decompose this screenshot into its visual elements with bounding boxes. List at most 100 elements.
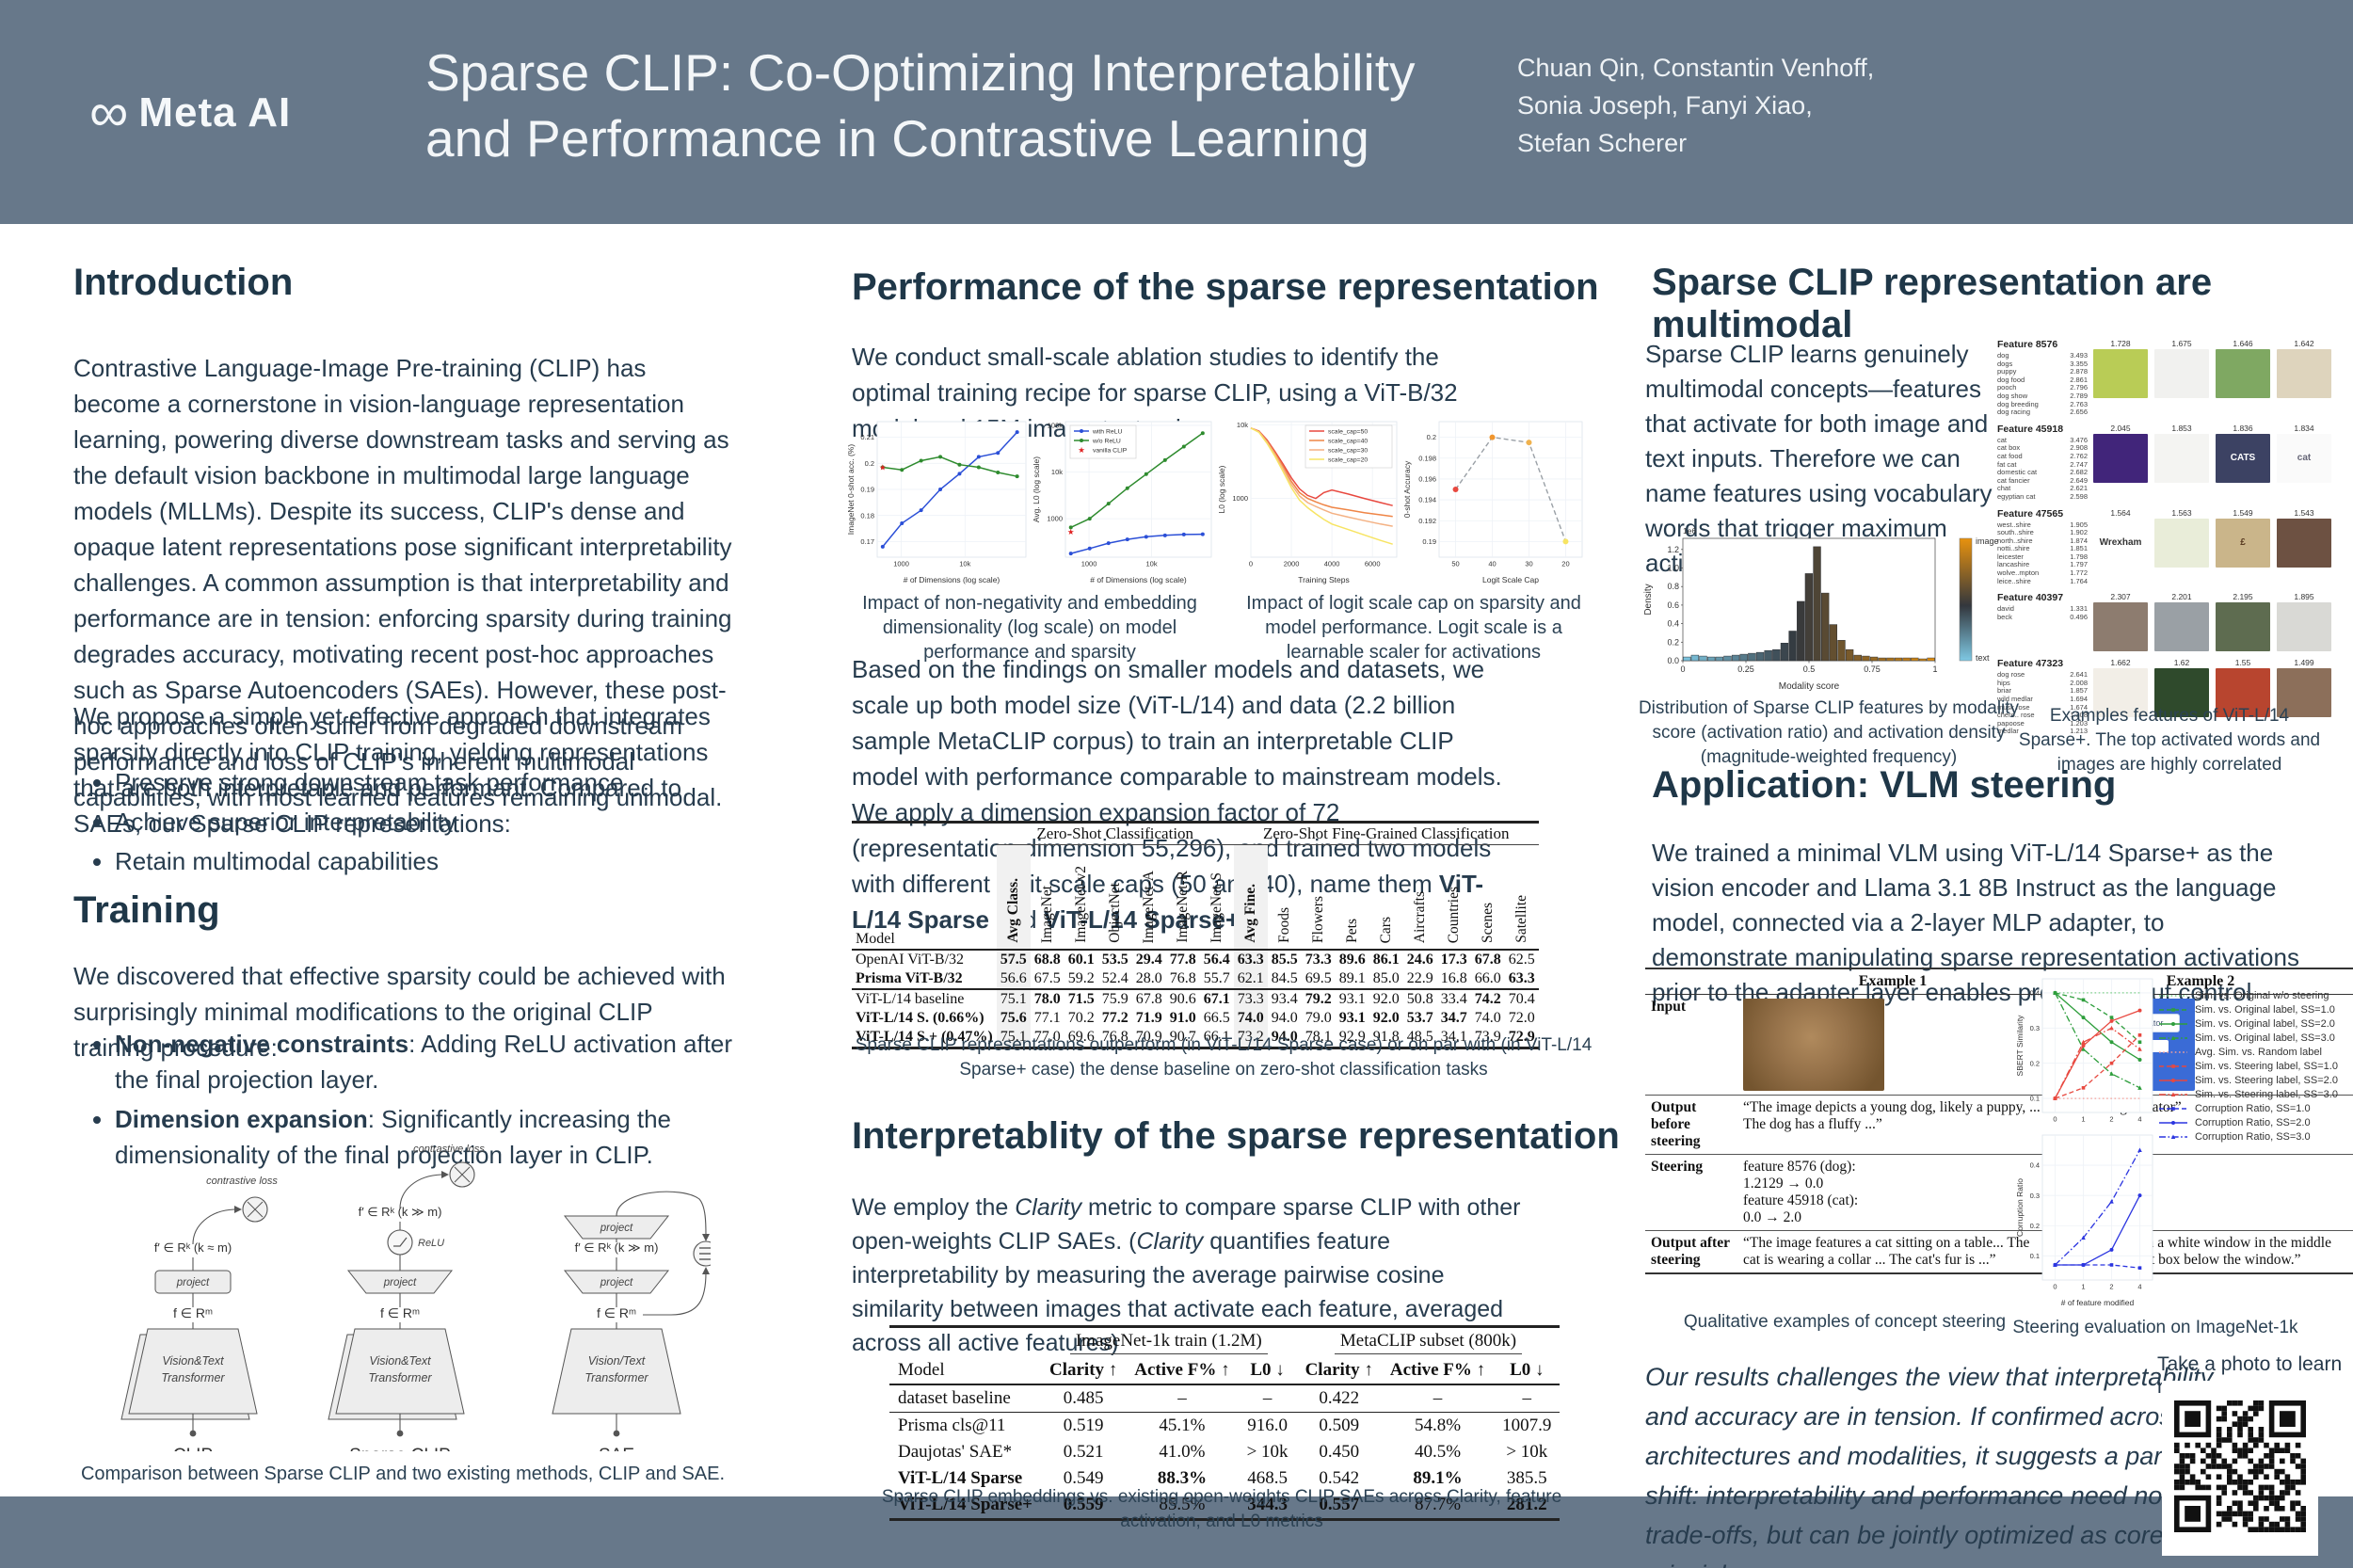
model-name-sparse: ViT-L/14 Sparse bbox=[852, 870, 1484, 934]
svg-text:Vision/Text: Vision/Text bbox=[588, 1354, 646, 1368]
performance-paragraph-1: We conduct small-scale ablation studies … bbox=[852, 343, 1458, 442]
legend-item: Corruption Ratio, SS=3.0 bbox=[2157, 1131, 2350, 1143]
intro-bullet-list: Preserve strong downstream task performa… bbox=[83, 764, 736, 883]
feature-row: Feature 47323 dog rose 2.641 hips 2.008 briar… bbox=[1997, 658, 2340, 736]
chart-l0-vs-dimensions: 1000 10k 1000 10k 100k # of Dimensions (log s… bbox=[1031, 414, 1216, 585]
intro-bullet: Achieve superior interpretability bbox=[115, 804, 736, 840]
svg-text:Training Steps: Training Steps bbox=[1298, 575, 1350, 584]
clarity-table-caption: Sparse CLIP embeddings vs. existing open… bbox=[881, 1487, 1562, 1531]
svg-text:0: 0 bbox=[1680, 664, 1685, 674]
svg-text:scale_cap=50: scale_cap=50 bbox=[1328, 428, 1368, 435]
modality-histogram: 0.0 0.2 0.4 0.6 0.8 1.0 1.2 0 0.25 0.5 0.75 1 1e6 Mod… bbox=[1640, 523, 2016, 697]
svg-text:f ∈ Rᵐ: f ∈ Rᵐ bbox=[380, 1305, 420, 1320]
svg-text:0.194: 0.194 bbox=[1418, 496, 1436, 504]
svg-text:Vision&Text: Vision&Text bbox=[369, 1354, 431, 1368]
ablation-captions: Impact of non-negativity and embedding d… bbox=[845, 591, 1603, 664]
ablation-charts-strip: 1000 10k 0.17 0.18 0.19 0.2 0.21 # of Dimension… bbox=[845, 414, 1598, 585]
svg-text:0.19: 0.19 bbox=[860, 486, 874, 494]
legend-item: Sim. vs. Original label, SS=3.0 bbox=[2157, 1032, 2350, 1044]
svg-text:0.1: 0.1 bbox=[2030, 1252, 2040, 1260]
svg-text:# of feature modified: # of feature modified bbox=[2061, 1298, 2135, 1307]
training-heading: Training bbox=[73, 889, 220, 931]
feature-examples-grid: Feature 8576 dog 3.493 dogs 3.355 puppy 2.878 d… bbox=[1997, 339, 2340, 743]
intro-bullet: Retain multimodal capabilities bbox=[115, 843, 736, 879]
svg-text:0.8: 0.8 bbox=[1667, 582, 1679, 591]
feature-thumbnail bbox=[2093, 668, 2148, 718]
steering-heading: Application: VLM steering bbox=[1652, 764, 2117, 806]
puppy-image bbox=[1743, 999, 1884, 1091]
svg-text:0.1: 0.1 bbox=[2030, 1095, 2040, 1103]
training-bullet-list: Non-negative constraints: Adding ReLU ac… bbox=[83, 1026, 755, 1176]
footer-band bbox=[0, 1496, 2353, 1568]
training-bullet-bold: Dimension expansion bbox=[115, 1105, 368, 1133]
histogram-caption: Distribution of Sparse CLIP features by … bbox=[1638, 698, 2020, 767]
svg-text:2: 2 bbox=[2109, 1115, 2113, 1124]
svg-text:0.3: 0.3 bbox=[2030, 1024, 2040, 1032]
svg-text:1e6: 1e6 bbox=[1683, 526, 1696, 536]
svg-text:0.192: 0.192 bbox=[1418, 517, 1436, 525]
feature-thumbnail bbox=[2154, 668, 2209, 718]
svg-text:10k: 10k bbox=[1146, 560, 1158, 568]
svg-text:1.2: 1.2 bbox=[1667, 545, 1679, 554]
svg-text:scale_cap=30: scale_cap=30 bbox=[1328, 447, 1368, 454]
authors-line: Sonia Joseph, Fanyi Xiao, bbox=[1517, 91, 1813, 120]
svg-text:1000: 1000 bbox=[1232, 494, 1248, 503]
steering-qual-caption: Qualitative examples of concept steering bbox=[1683, 1312, 2007, 1332]
feature-thumbnail bbox=[2093, 349, 2148, 398]
feature-thumbnail bbox=[2093, 433, 2148, 483]
performance-heading: Performance of the sparse representation bbox=[852, 266, 1599, 308]
svg-text:0.2: 0.2 bbox=[2030, 1222, 2040, 1230]
svg-text:0.2: 0.2 bbox=[865, 459, 874, 468]
svg-text:0: 0 bbox=[2053, 1115, 2057, 1124]
feature-thumbnail bbox=[2277, 518, 2331, 568]
qr-card bbox=[2162, 1381, 2318, 1556]
svg-text:Vision&Text: Vision&Text bbox=[162, 1354, 224, 1368]
svg-text:Density: Density bbox=[1643, 584, 1654, 615]
svg-text:★: ★ bbox=[1078, 445, 1085, 455]
feature-thumbnail: £ bbox=[2216, 518, 2270, 568]
clarity-term: Clarity bbox=[1136, 1228, 1204, 1255]
steering-eval-chart-bottom: 0 1 2 4 0.1 0.2 0.3 0.4 # of feature modified Cor… bbox=[2014, 1128, 2157, 1313]
svg-text:# of Dimensions (log scale): # of Dimensions (log scale) bbox=[1090, 575, 1187, 584]
intro-heading: Introduction bbox=[73, 262, 294, 303]
svg-text:L0 (log scale): L0 (log scale) bbox=[1217, 465, 1226, 513]
svg-text:40: 40 bbox=[1488, 560, 1496, 568]
svg-text:SAE: SAE bbox=[599, 1446, 634, 1451]
feature-thumbnail bbox=[2277, 668, 2331, 718]
feature-thumbnail bbox=[2277, 602, 2331, 652]
svg-text:0.25: 0.25 bbox=[1737, 664, 1754, 674]
clarity-table: ImageNet-1k train (1.2M) MetaCLIP subset … bbox=[889, 1325, 1561, 1521]
feature-row: Feature 8576 dog 3.493 dogs 3.355 puppy 2.878 d… bbox=[1997, 339, 2340, 417]
svg-text:0.198: 0.198 bbox=[1418, 454, 1436, 462]
chart-accuracy-vs-dimensions: 1000 10k 0.17 0.18 0.19 0.2 0.21 # of Dimension… bbox=[845, 414, 1031, 585]
svg-text:w/o ReLU: w/o ReLU bbox=[1092, 438, 1121, 444]
legend-item: Sim. vs. Original w/o steering bbox=[2159, 990, 2329, 1001]
svg-text:0.4: 0.4 bbox=[2030, 1161, 2040, 1170]
svg-text:4000: 4000 bbox=[1324, 560, 1340, 568]
svg-text:1: 1 bbox=[1932, 664, 1937, 674]
interpretability-paragraph: We employ the Clarity metric to compare … bbox=[852, 1191, 1529, 1360]
svg-text:f′ ∈ Rᵏ (k ≫ m): f′ ∈ Rᵏ (k ≫ m) bbox=[359, 1205, 442, 1219]
svg-text:scale_cap=20: scale_cap=20 bbox=[1328, 456, 1368, 463]
ablation-caption-2: Impact of logit scale cap on sparsity an… bbox=[1246, 593, 1581, 663]
legend-item: Sim. vs. Steering label, SS=3.0 bbox=[2157, 1089, 2350, 1100]
svg-text:Modality score: Modality score bbox=[1779, 681, 1840, 692]
feature-row: Feature 45918 cat 3.476 cat box 2.908 cat foo… bbox=[1997, 424, 2340, 502]
svg-text:0.196: 0.196 bbox=[1418, 475, 1436, 484]
svg-text:contrastive loss: contrastive loss bbox=[206, 1176, 278, 1187]
authors-line: Stefan Scherer bbox=[1517, 129, 1688, 157]
legend-item: Sim. vs. Steering label, SS=2.0 bbox=[2157, 1075, 2350, 1086]
svg-text:2000: 2000 bbox=[1284, 560, 1300, 568]
svg-text:project: project bbox=[600, 1277, 633, 1288]
svg-text:1: 1 bbox=[2081, 1283, 2085, 1291]
interp-text: metric to compare sparse CLIP with other… bbox=[852, 1194, 1521, 1255]
training-bullet-text: : Significantly increasing the dimension… bbox=[115, 1105, 672, 1169]
poster-title: Sparse CLIP: Co-Optimizing Interpretabil… bbox=[425, 40, 1416, 171]
svg-text:f ∈ Rᵐ: f ∈ Rᵐ bbox=[173, 1305, 213, 1320]
svg-text:project: project bbox=[383, 1277, 417, 1288]
legend-item: Corruption Ratio, SS=2.0 bbox=[2157, 1117, 2350, 1128]
svg-text:0.21: 0.21 bbox=[860, 433, 874, 441]
svg-text:10k: 10k bbox=[1051, 468, 1063, 476]
diagram-caption: Comparison between Sparse CLIP and two e… bbox=[80, 1464, 726, 1484]
